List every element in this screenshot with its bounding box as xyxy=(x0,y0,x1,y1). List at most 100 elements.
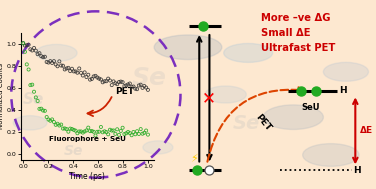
Point xyxy=(136,84,142,87)
Text: Se: Se xyxy=(64,144,83,158)
Text: ✕: ✕ xyxy=(202,89,215,107)
Point xyxy=(53,123,59,126)
Text: PET: PET xyxy=(254,113,273,133)
Point xyxy=(69,128,75,131)
Point xyxy=(107,128,113,131)
Point xyxy=(65,66,71,69)
Point xyxy=(27,48,33,51)
Point xyxy=(22,44,28,47)
Point xyxy=(24,44,30,47)
Point xyxy=(100,81,106,84)
Point xyxy=(78,71,84,74)
Text: Se: Se xyxy=(132,66,167,90)
Point xyxy=(82,71,88,74)
Point xyxy=(58,64,64,67)
Point xyxy=(130,85,136,88)
Text: H: H xyxy=(340,86,347,95)
Point xyxy=(145,133,151,136)
Point xyxy=(74,71,80,74)
Text: More –ve ΔG
Small ΔE
Ultrafast PET: More –ve ΔG Small ΔE Ultrafast PET xyxy=(261,13,336,53)
Ellipse shape xyxy=(205,86,246,103)
Point xyxy=(22,50,28,53)
Point xyxy=(114,128,120,131)
Ellipse shape xyxy=(143,141,173,154)
Point xyxy=(139,132,146,135)
Point xyxy=(26,43,32,46)
Point xyxy=(80,131,86,134)
Point xyxy=(87,130,93,133)
Point xyxy=(36,52,42,55)
Ellipse shape xyxy=(263,105,323,129)
Point xyxy=(38,55,44,58)
Point xyxy=(33,96,39,99)
Point xyxy=(26,68,32,71)
Ellipse shape xyxy=(224,43,273,62)
Text: PET: PET xyxy=(115,87,134,96)
Text: ΔE: ΔE xyxy=(360,126,373,135)
Point xyxy=(89,77,95,81)
Point xyxy=(58,123,64,126)
Point xyxy=(29,49,35,52)
Point xyxy=(103,80,109,83)
Point xyxy=(35,99,41,102)
Point xyxy=(134,88,140,91)
Point xyxy=(60,127,66,130)
Point xyxy=(73,129,79,132)
Point xyxy=(91,130,97,133)
Point xyxy=(143,129,149,132)
Point xyxy=(20,42,26,45)
Point xyxy=(47,60,53,63)
Point xyxy=(105,77,111,80)
Point xyxy=(98,125,104,129)
Point xyxy=(62,127,68,130)
Point xyxy=(111,129,117,132)
Point xyxy=(73,70,79,73)
Point xyxy=(67,70,73,73)
Point xyxy=(76,130,82,133)
Text: ⚡: ⚡ xyxy=(190,154,197,164)
Point xyxy=(120,126,126,129)
Point xyxy=(89,129,95,132)
Point xyxy=(74,132,80,135)
Point xyxy=(82,130,88,133)
Text: SeU: SeU xyxy=(301,103,320,112)
Point xyxy=(53,63,59,66)
Y-axis label: Normalized Counts: Normalized Counts xyxy=(0,63,4,129)
Point xyxy=(129,85,135,88)
Point xyxy=(100,131,106,134)
Point xyxy=(112,82,118,85)
Point xyxy=(36,107,42,110)
Point xyxy=(109,84,115,87)
Point xyxy=(83,129,89,132)
Point xyxy=(45,118,52,121)
Point xyxy=(69,67,75,70)
Point xyxy=(143,86,149,89)
Point xyxy=(44,60,50,64)
Point xyxy=(40,56,46,59)
Point xyxy=(114,83,120,86)
Ellipse shape xyxy=(36,44,77,61)
Point xyxy=(141,84,147,88)
Point xyxy=(136,132,142,136)
Point xyxy=(49,61,55,64)
Point xyxy=(80,74,86,77)
Point xyxy=(96,130,102,133)
Point xyxy=(107,79,113,82)
Ellipse shape xyxy=(154,35,222,60)
Point xyxy=(132,133,138,136)
Point xyxy=(56,124,62,127)
Point xyxy=(102,80,108,83)
Point xyxy=(64,128,70,131)
Point xyxy=(102,130,108,133)
Point xyxy=(67,127,73,130)
Point xyxy=(138,128,144,131)
Point xyxy=(71,70,77,73)
Point xyxy=(92,134,99,137)
Ellipse shape xyxy=(13,116,47,130)
Point xyxy=(125,83,131,86)
Point xyxy=(112,132,118,135)
Point xyxy=(40,109,46,112)
Point xyxy=(94,76,100,79)
Point xyxy=(105,133,111,136)
Point xyxy=(109,129,115,132)
